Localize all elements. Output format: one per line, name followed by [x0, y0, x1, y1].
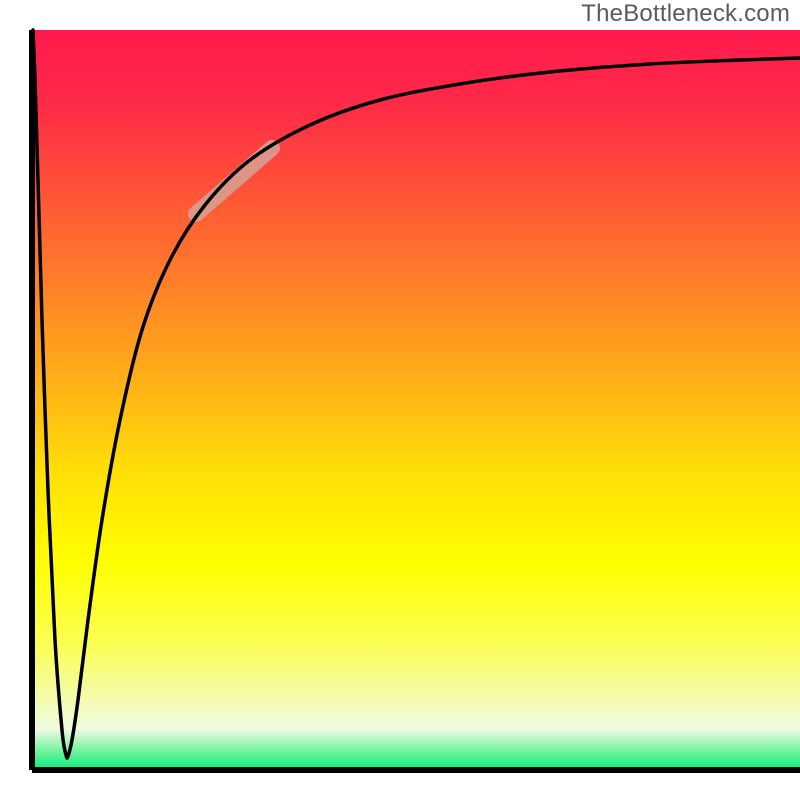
chart-container: TheBottleneck.com [0, 0, 800, 800]
bottleneck-chart [0, 0, 800, 800]
plot-background [32, 30, 800, 770]
